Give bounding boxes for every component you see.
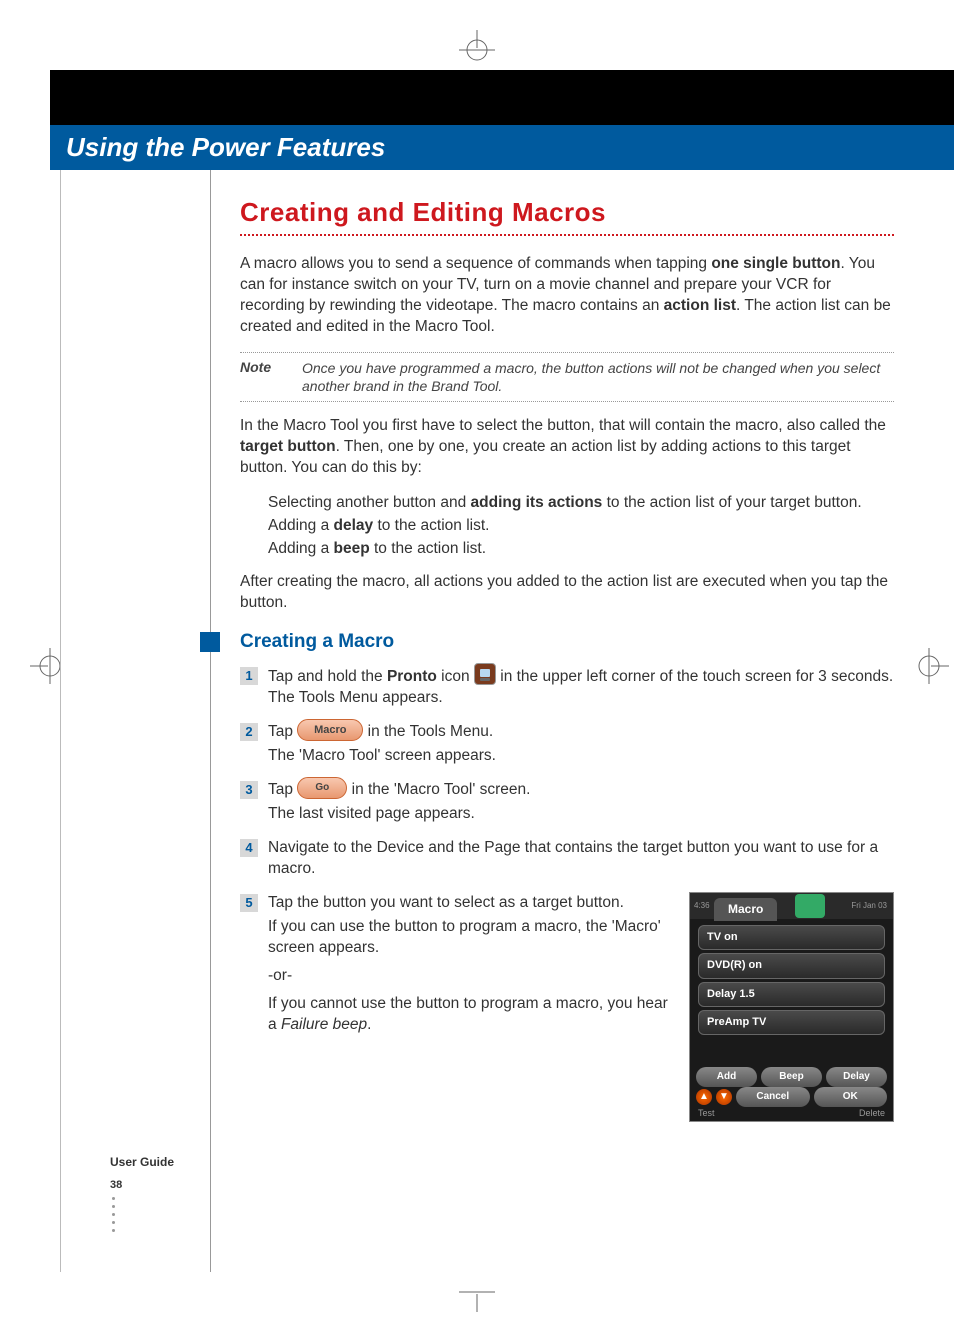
macro-cancel-button: Cancel [736, 1087, 810, 1107]
chapter-title: Using the Power Features [66, 132, 385, 163]
step-3-text: Tap Go in the 'Macro Tool' screen. [268, 779, 530, 801]
subsection-heading-row: Creating a Macro [210, 631, 894, 653]
bullet-item: Selecting another button and adding its … [268, 493, 894, 514]
subsection-title: Creating a Macro [240, 631, 394, 653]
note-label: Note [240, 359, 302, 395]
macro-delete-label: Delete [859, 1107, 885, 1120]
macro-tab-label: Macro [714, 898, 777, 921]
left-margin-rule [60, 170, 61, 1272]
macro-bottom-buttons: Add Beep Delay [696, 1067, 887, 1087]
chapter-title-bar: Using the Power Features [50, 125, 954, 170]
macro-item: Delay 1.5 [698, 982, 885, 1007]
pronto-icon [474, 663, 496, 685]
page-number: 38 [110, 1179, 174, 1191]
bullet-item: Adding a delay to the action list. [268, 516, 894, 537]
step-3-sub: The last visited page appears. [268, 803, 530, 825]
macro-date: Fri Jan 03 [851, 900, 887, 911]
macro-delay-button: Delay [826, 1067, 887, 1087]
macro-screen-header: 4:36 Macro Fri Jan 03 [690, 893, 893, 919]
step-5-sub2: If you cannot use the button to program … [268, 993, 675, 1036]
bullet-item: Adding a beep to the action list. [268, 539, 894, 560]
step-5: 5 Tap the button you want to select as a… [240, 892, 894, 1122]
step-number: 4 [240, 839, 258, 857]
bullet-list: Selecting another button and adding its … [268, 493, 894, 560]
macro-screen-illustration: 4:36 Macro Fri Jan 03 TV on DVD(R) on De… [689, 892, 894, 1122]
macro-item: PreAmp TV [698, 1010, 885, 1035]
step-1: 1 Tap and hold the Pronto icon in the up… [240, 665, 894, 709]
macro-item: TV on [698, 925, 885, 950]
user-guide-label: User Guide [110, 1155, 174, 1169]
header-black-bar [50, 70, 954, 125]
crop-mark-right [909, 646, 949, 686]
macro-button-icon: Macro [297, 719, 363, 741]
note-box: Note Once you have programmed a macro, t… [240, 352, 894, 402]
section-title: Creating and Editing Macros [210, 197, 894, 228]
step-5-sub1: If you can use the button to program a m… [268, 916, 675, 959]
macro-time-left: 4:36 [694, 900, 710, 911]
step-5-main: Tap the button you want to select as a t… [268, 892, 675, 914]
macro-action-list: TV on DVD(R) on Delay 1.5 PreAmp TV [690, 919, 893, 1045]
step-1-text: Tap and hold the Pronto icon in the uppe… [268, 668, 893, 707]
step-number: 5 [240, 894, 258, 912]
paragraph-3: After creating the macro, all actions yo… [240, 572, 894, 614]
crop-mark-left [30, 646, 70, 686]
nav-up-icon: ▲ [696, 1089, 712, 1105]
macro-beep-button: Beep [761, 1067, 822, 1087]
step-5-or: -or- [268, 965, 675, 987]
macro-add-button: Add [696, 1067, 757, 1087]
paragraph-2: In the Macro Tool you first have to sele… [240, 416, 894, 479]
user-guide-footer: User Guide 38 [110, 1155, 174, 1232]
step-4: 4 Navigate to the Device and the Page th… [240, 837, 894, 880]
macro-item: DVD(R) on [698, 953, 885, 978]
content-area: Creating and Editing Macros A macro allo… [210, 185, 894, 1134]
intro-paragraph: A macro allows you to send a sequence of… [240, 254, 894, 338]
step-number: 1 [240, 667, 258, 685]
step-2-text: Tap Macro in the Tools Menu. [268, 721, 496, 743]
step-number: 2 [240, 723, 258, 741]
footer-dots-icon [112, 1197, 174, 1232]
subsection-marker-icon [200, 632, 220, 652]
go-button-icon: Go [297, 777, 347, 799]
macro-ok-button: OK [814, 1087, 888, 1107]
step-number: 3 [240, 781, 258, 799]
step-3: 3 Tap Go in the 'Macro Tool' screen. The… [240, 779, 894, 825]
step-4-text: Navigate to the Device and the Page that… [268, 837, 894, 880]
macro-home-icon [795, 894, 825, 918]
step-2: 2 Tap Macro in the Tools Menu. The 'Macr… [240, 721, 894, 767]
crop-mark-bottom [457, 1272, 497, 1312]
step-2-sub: The 'Macro Tool' screen appears. [268, 745, 496, 767]
macro-footer-row: ▲ ▼ Cancel OK [696, 1087, 887, 1107]
section-title-underline [240, 234, 894, 236]
crop-mark-top [457, 30, 497, 70]
macro-test-label: Test [698, 1107, 715, 1120]
nav-down-icon: ▼ [716, 1089, 732, 1105]
note-text: Once you have programmed a macro, the bu… [302, 359, 894, 395]
